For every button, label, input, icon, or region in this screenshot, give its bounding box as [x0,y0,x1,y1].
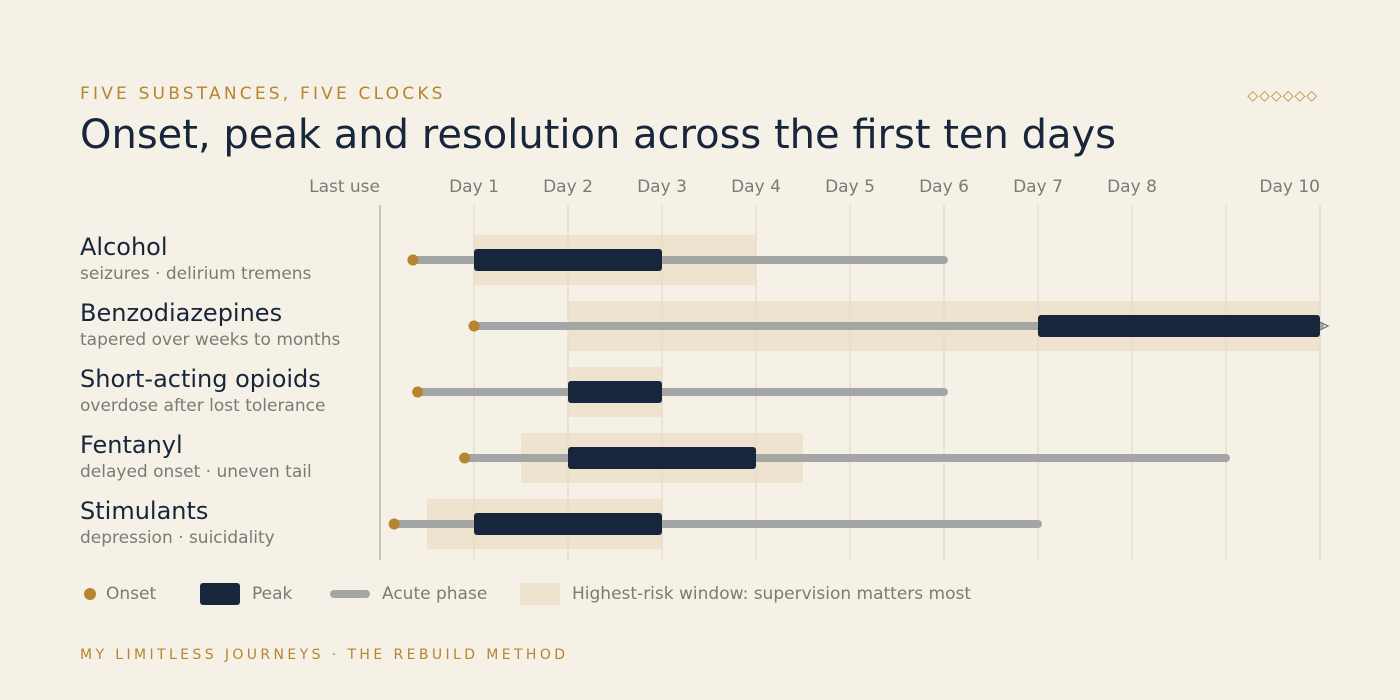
chart-title: Onset, peak and resolution across the fi… [80,112,1116,158]
onset-dot [388,518,400,530]
row-note: depression · suicidality [80,528,275,548]
eyebrow: FIVE SUBSTANCES, FIVE CLOCKS [80,84,446,104]
onset-dot [412,386,424,398]
x-tick-label: Day 8 [1107,177,1157,197]
x-tick-label: Day 5 [825,177,875,197]
peak-bar [1038,315,1320,337]
x-tick-label: Day 6 [919,177,969,197]
peak-bar [474,513,662,535]
row-note: seizures · delirium tremens [80,264,312,284]
legend-peak-swatch [200,583,240,605]
footer: MY LIMITLESS JOURNEYS · THE REBUILD METH… [80,647,568,663]
x-tick-label: Day 3 [637,177,687,197]
ongoing-arrow [1319,321,1330,331]
peak-bar [568,381,662,403]
row-name: Fentanyl [80,431,183,459]
peak-bar [568,447,756,469]
x-tick-label: Day 2 [543,177,593,197]
legend-label: Highest-risk window: supervision matters… [572,584,971,604]
x-tick-label: Day 1 [449,177,499,197]
legend-label: Onset [106,584,156,604]
x-tick-label: Day 7 [1013,177,1063,197]
x-tick-label: Last use [309,177,380,197]
onset-dot [459,452,471,464]
onset-dot [407,254,419,266]
x-tick-label: Day 10 [1259,177,1320,197]
legend-label: Acute phase [382,584,487,604]
row-note: delayed onset · uneven tail [80,462,312,482]
row-name: Benzodiazepines [80,299,282,327]
row-note: overdose after lost tolerance [80,396,325,416]
ornament: ◇◇◇◇◇◇ [1247,88,1318,104]
legend-risk-swatch [520,583,560,605]
x-tick-label: Day 4 [731,177,781,197]
onset-dot [468,320,480,332]
row-note: tapered over weeks to months [80,330,340,350]
legend-onset-swatch [84,588,96,600]
peak-bar [474,249,662,271]
row-name: Short-acting opioids [80,365,321,393]
legend-label: Peak [252,584,293,604]
row-name: Alcohol [80,233,168,261]
row-name: Stimulants [80,497,208,525]
